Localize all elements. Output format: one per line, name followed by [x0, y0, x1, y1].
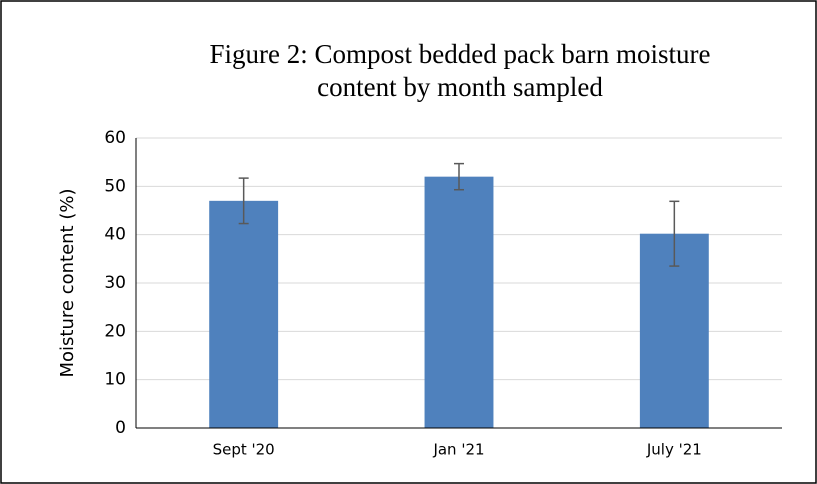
- chart-title: Figure 2: Compost bedded pack barn moist…: [210, 39, 711, 69]
- y-tick-label: 30: [104, 273, 126, 293]
- y-tick-label: 20: [104, 321, 126, 341]
- error-bar: [669, 200, 680, 267]
- error-bar: [454, 162, 464, 191]
- bar: [424, 176, 494, 428]
- y-tick-label: 10: [104, 370, 126, 390]
- y-tick-label: 0: [115, 418, 126, 438]
- y-tick-label: 40: [104, 225, 126, 245]
- bar: [209, 200, 279, 428]
- chart-title: content by month sampled: [317, 72, 603, 102]
- x-tick-label: Jan '21: [432, 441, 484, 459]
- x-tick-label: July '21: [646, 441, 702, 459]
- x-tick-label: Sept '20: [213, 441, 275, 459]
- error-bar: [238, 177, 249, 225]
- y-axis-label: Moisture content (%): [57, 189, 78, 378]
- y-tick-label: 60: [104, 128, 126, 148]
- y-tick-label: 50: [104, 176, 126, 196]
